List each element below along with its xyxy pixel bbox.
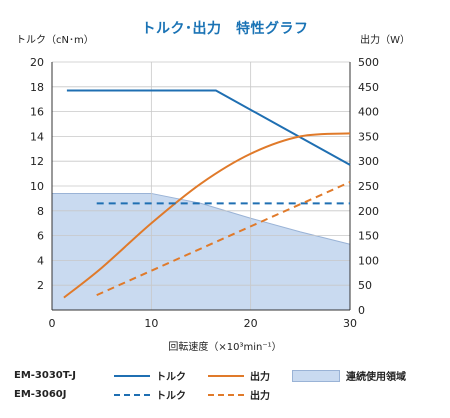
legend-area-label: 連続使用領域	[346, 372, 406, 383]
left-tick-label: 10	[30, 180, 44, 193]
legend-power-dashed-swatch	[208, 393, 244, 396]
left-tick-label: 6	[37, 230, 44, 243]
legend-row-1: EM-3030T-J トルク 出力 連続使用領域	[14, 368, 428, 383]
left-tick-label: 16	[30, 106, 44, 119]
x-tick-label: 0	[49, 317, 56, 330]
left-tick-label: 20	[30, 56, 44, 69]
right-tick-label: 400	[358, 106, 379, 119]
left-tick-label: 4	[37, 254, 44, 267]
chart-title: トルク･出力 特性グラフ	[141, 21, 309, 37]
x-axis-label: 回転速度（×10³min⁻¹）	[168, 342, 282, 353]
series-line	[66, 89, 351, 166]
left-tick-label: 12	[30, 155, 44, 168]
right-tick-label: 150	[358, 230, 379, 243]
left-tick-label: 8	[37, 205, 44, 218]
continuous-use-area	[52, 193, 350, 310]
right-tick-label: 450	[358, 81, 379, 94]
left-tick-label: 14	[30, 130, 44, 143]
legend-model-3030: EM-3030T-J	[14, 370, 76, 381]
series-line	[63, 132, 351, 299]
x-tick-label: 10	[144, 317, 158, 330]
legend-model-3060: EM-3060J	[14, 389, 67, 400]
right-tick-label: 0	[358, 304, 365, 317]
legend-torque-label-1: トルク	[156, 372, 186, 383]
left-tick-label: 2	[37, 279, 44, 292]
right-tick-label: 100	[358, 254, 379, 267]
right-tick-label: 300	[358, 155, 379, 168]
right-axis-label: 出力（W）	[360, 35, 410, 46]
legend-power-label-2: 出力	[250, 391, 270, 402]
right-tick-label: 200	[358, 205, 379, 218]
x-tick-label: 20	[244, 317, 258, 330]
right-tick-label: 350	[358, 130, 379, 143]
left-tick-label: 18	[30, 81, 44, 94]
legend-torque-solid-swatch	[114, 374, 150, 377]
left-axis-label: トルク（cN･m）	[16, 35, 94, 46]
right-tick-label: 500	[358, 56, 379, 69]
series-line	[96, 181, 351, 297]
legend-area-swatch	[292, 369, 340, 382]
legend-power-solid-swatch	[208, 374, 244, 377]
legend-torque-dashed-swatch	[114, 393, 150, 396]
legend-torque-label-2: トルク	[156, 391, 186, 402]
right-tick-label: 50	[358, 279, 372, 292]
right-tick-label: 250	[358, 180, 379, 193]
legend-power-label-1: 出力	[250, 372, 270, 383]
legend-row-2: EM-3060J トルク 出力	[14, 387, 292, 402]
x-tick-label: 30	[343, 317, 357, 330]
